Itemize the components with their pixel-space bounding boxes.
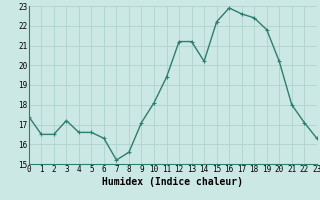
X-axis label: Humidex (Indice chaleur): Humidex (Indice chaleur) (102, 177, 243, 187)
